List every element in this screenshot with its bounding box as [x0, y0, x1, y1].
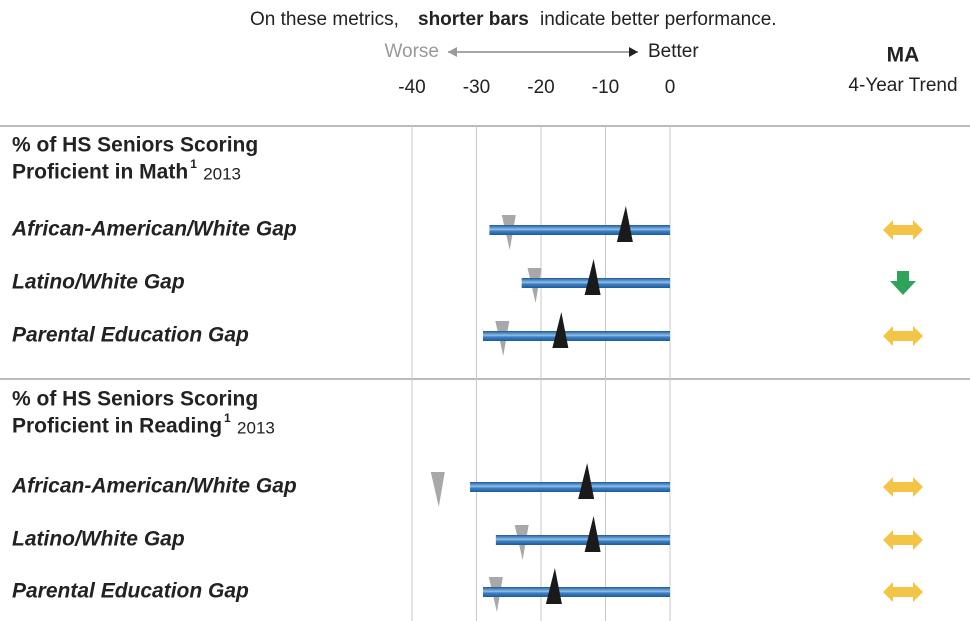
bar: [489, 225, 670, 235]
subtitle-b: shorter bars: [418, 9, 529, 30]
trend-header: 4-Year Trend: [848, 75, 957, 96]
trend-flat-icon: [883, 477, 923, 497]
bar: [470, 482, 670, 492]
trend-flat-icon: [883, 582, 923, 602]
row-label: African-American/White Gap: [11, 475, 297, 498]
x-tick-label: -10: [592, 77, 619, 98]
bar: [482, 331, 670, 341]
black-marker: [584, 259, 601, 295]
trend-header: MA: [887, 44, 920, 67]
row-label: African-American/White Gap: [11, 218, 297, 241]
footnote: 1: [190, 157, 197, 171]
subtitle-c: indicate better performance.: [540, 9, 777, 30]
subtitle-a: On these metrics,: [250, 9, 399, 30]
group-title: Proficient in Reading: [12, 415, 222, 438]
black-marker: [616, 206, 633, 242]
black-marker: [578, 463, 595, 499]
bar: [482, 587, 670, 597]
group-title: % of HS Seniors Scoring: [12, 388, 258, 411]
bar: [495, 535, 670, 545]
row-label: Latino/White Gap: [12, 528, 185, 551]
x-tick-label: -20: [527, 77, 554, 98]
arrow-head: [448, 47, 457, 57]
row-label: Latino/White Gap: [12, 271, 185, 294]
arrow-head: [629, 47, 638, 57]
black-marker: [584, 516, 601, 552]
group-title: Proficient in Math: [12, 161, 188, 184]
group-year: 2013: [203, 164, 241, 183]
black-marker: [552, 312, 569, 348]
black-marker: [545, 568, 562, 604]
trend-flat-icon: [883, 220, 923, 240]
group-title: % of HS Seniors Scoring: [12, 134, 258, 157]
group-year: 2013: [237, 418, 275, 437]
trend-down-icon: [890, 271, 916, 295]
gray-marker: [430, 472, 445, 507]
row-label: Parental Education Gap: [12, 324, 249, 347]
row-label: Parental Education Gap: [12, 580, 249, 603]
footnote: 1: [224, 411, 231, 425]
x-tick-label: -40: [398, 77, 425, 98]
better-label: Better: [648, 41, 699, 62]
trend-flat-icon: [883, 530, 923, 550]
x-tick-label: 0: [665, 77, 676, 98]
worse-label: Worse: [384, 41, 439, 62]
trend-flat-icon: [883, 326, 923, 346]
x-tick-label: -30: [463, 77, 490, 98]
